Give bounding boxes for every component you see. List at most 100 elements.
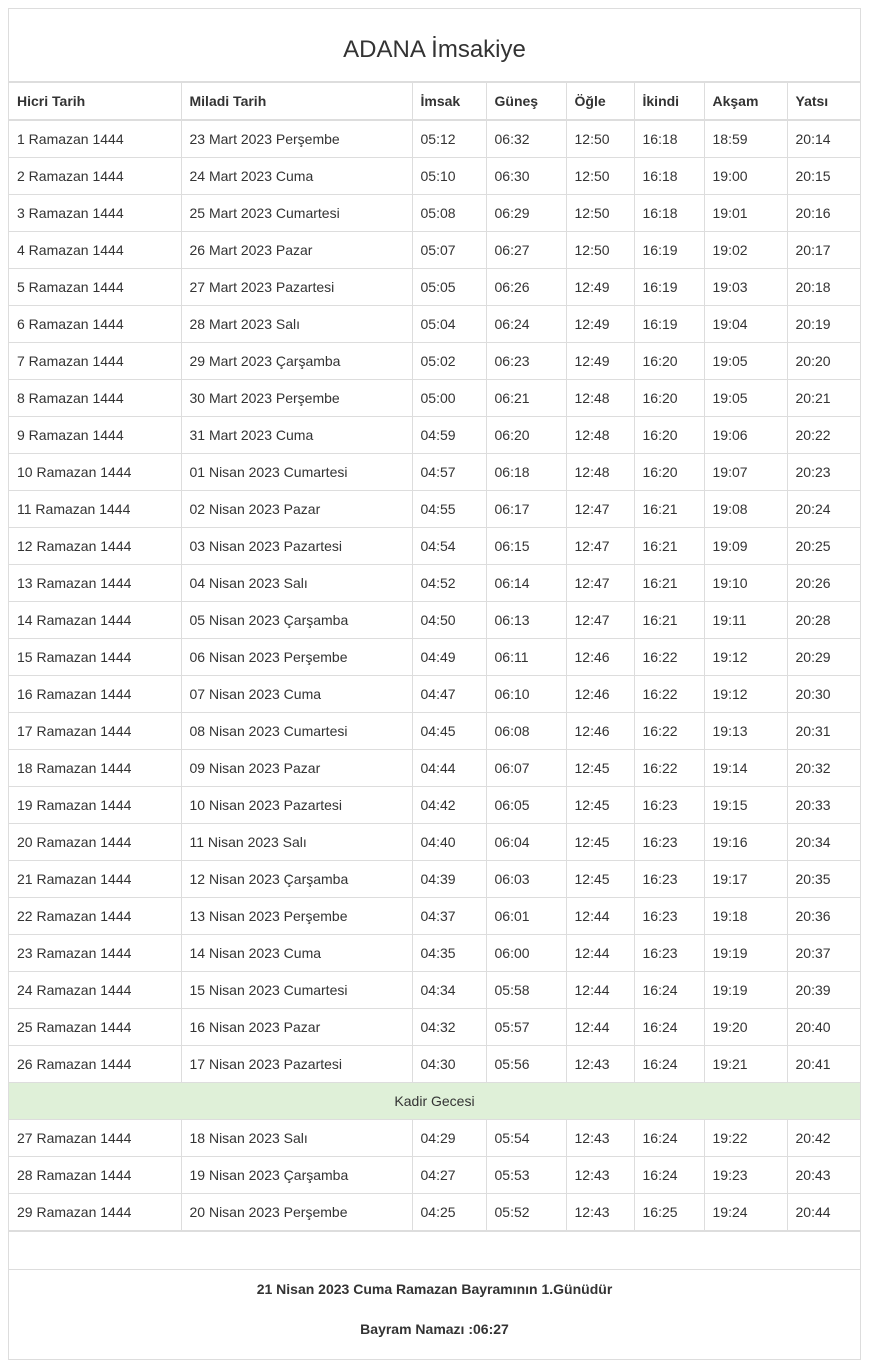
table-cell: 20:14 — [786, 119, 860, 158]
table-cell: 16:21 — [633, 564, 705, 602]
table-cell: 26 Mart 2023 Pazar — [180, 231, 413, 269]
table-cell: 19:23 — [703, 1156, 788, 1194]
table-cell: 20:41 — [786, 1045, 860, 1083]
table-cell: 12:43 — [565, 1045, 635, 1083]
table-cell: 20:30 — [786, 675, 860, 713]
table-cell: 16:24 — [633, 971, 705, 1009]
table-cell: 29 Mart 2023 Çarşamba — [180, 342, 413, 380]
table-cell: 04:52 — [411, 564, 487, 602]
table-cell: 16:19 — [633, 231, 705, 269]
table-cell: 13 Nisan 2023 Perşembe — [180, 897, 413, 935]
table-cell: 29 Ramazan 1444 — [9, 1193, 182, 1232]
table-row: 14 Ramazan 1444 05 Nisan 2023 Çarşamba 04:… — [9, 601, 860, 639]
table-cell: 16:24 — [633, 1008, 705, 1046]
table-cell: 12:45 — [565, 860, 635, 898]
table-cell: 02 Nisan 2023 Pazar — [180, 490, 413, 528]
table-cell: 04:37 — [411, 897, 487, 935]
table-cell: 06:15 — [485, 527, 567, 565]
table-cell: 20:44 — [786, 1193, 860, 1232]
table-cell: 20:31 — [786, 712, 860, 750]
table-cell: 26 Ramazan 1444 — [9, 1045, 182, 1083]
table-row: 17 Ramazan 1444 08 Nisan 2023 Cumartesi 04… — [9, 712, 860, 750]
table-cell: 05:10 — [411, 157, 487, 195]
table-row: 7 Ramazan 1444 29 Mart 2023 Çarşamba 05:02… — [9, 342, 860, 380]
table-cell: 12:47 — [565, 490, 635, 528]
table-row: 8 Ramazan 1444 30 Mart 2023 Perşembe 05:00… — [9, 379, 860, 417]
table-cell: 04 Nisan 2023 Salı — [180, 564, 413, 602]
column-header: İkindi — [633, 81, 705, 121]
table-cell: 24 Ramazan 1444 — [9, 971, 182, 1009]
table-cell: 8 Ramazan 1444 — [9, 379, 182, 417]
table-cell: 5 Ramazan 1444 — [9, 268, 182, 306]
table-cell: 13 Ramazan 1444 — [9, 564, 182, 602]
table-cell: 12:45 — [565, 749, 635, 787]
table-cell: 19:05 — [703, 342, 788, 380]
table-cell: 20:29 — [786, 638, 860, 676]
table-cell: 12:50 — [565, 119, 635, 158]
table-row: 3 Ramazan 1444 25 Mart 2023 Cumartesi 05:0… — [9, 194, 860, 232]
table-cell: 11 Ramazan 1444 — [9, 490, 182, 528]
table-cell: 23 Mart 2023 Perşembe — [180, 119, 413, 158]
table-cell: 11 Nisan 2023 Salı — [180, 823, 413, 861]
table-cell: 16:22 — [633, 675, 705, 713]
table-cell: 04:25 — [411, 1193, 487, 1232]
table-cell: 18:59 — [703, 119, 788, 158]
table-cell: 06:00 — [485, 934, 567, 972]
table-cell: 18 Ramazan 1444 — [9, 749, 182, 787]
table-cell: 17 Nisan 2023 Pazartesi — [180, 1045, 413, 1083]
table-cell: 17 Ramazan 1444 — [9, 712, 182, 750]
table-cell: 04:59 — [411, 416, 487, 454]
table-cell: 06:08 — [485, 712, 567, 750]
table-cell: 20:39 — [786, 971, 860, 1009]
table-cell: 19:24 — [703, 1193, 788, 1232]
table-header-row: Hicri Tarih Miladi Tarih İmsak Güneş Öğle İki… — [9, 81, 860, 121]
table-row: 12 Ramazan 1444 03 Nisan 2023 Pazartesi 04… — [9, 527, 860, 565]
table-cell: 16:22 — [633, 638, 705, 676]
table-cell: 20 Nisan 2023 Perşembe — [180, 1193, 413, 1232]
table-row: 5 Ramazan 1444 27 Mart 2023 Pazartesi 05:0… — [9, 268, 860, 306]
table-cell: 06:01 — [485, 897, 567, 935]
table-cell: 16:20 — [633, 453, 705, 491]
table-cell: 19:18 — [703, 897, 788, 935]
kadir-gecesi-row: Kadir Gecesi — [9, 1082, 860, 1120]
table-cell: 16 Ramazan 1444 — [9, 675, 182, 713]
table-row: 19 Ramazan 1444 10 Nisan 2023 Pazartesi 04… — [9, 786, 860, 824]
table-cell: 19:13 — [703, 712, 788, 750]
table-cell: 04:30 — [411, 1045, 487, 1083]
table-cell: 12:50 — [565, 157, 635, 195]
table-cell: 12:44 — [565, 897, 635, 935]
table-cell: 30 Mart 2023 Perşembe — [180, 379, 413, 417]
bayram-namazi: Bayram Namazı :06:27 — [360, 1321, 509, 1337]
table-cell: 12:48 — [565, 416, 635, 454]
column-header: Yatsı — [786, 81, 860, 121]
table-cell: 12:48 — [565, 379, 635, 417]
table-cell: 16:19 — [633, 305, 705, 343]
table-cell: 19:08 — [703, 490, 788, 528]
table-cell: 04:49 — [411, 638, 487, 676]
table-cell: 04:50 — [411, 601, 487, 639]
table-row: 24 Ramazan 1444 15 Nisan 2023 Cumartesi 04… — [9, 971, 860, 1009]
table-cell: 12:50 — [565, 231, 635, 269]
table-cell: 12:43 — [565, 1156, 635, 1194]
table-cell: 06:20 — [485, 416, 567, 454]
table-cell: 16:21 — [633, 490, 705, 528]
table-cell: 20:35 — [786, 860, 860, 898]
table-cell: 06:18 — [485, 453, 567, 491]
table-cell: 16:19 — [633, 268, 705, 306]
table-row: 1 Ramazan 1444 23 Mart 2023 Perşembe 05:12… — [9, 119, 860, 158]
table-row: 15 Ramazan 1444 06 Nisan 2023 Perşembe 04:… — [9, 638, 860, 676]
table-cell: 20:28 — [786, 601, 860, 639]
table-cell: 19:05 — [703, 379, 788, 417]
table-cell: 12:45 — [565, 823, 635, 861]
table-cell: 16:23 — [633, 934, 705, 972]
table-row: 26 Ramazan 1444 17 Nisan 2023 Pazartesi 04… — [9, 1045, 860, 1083]
table-cell: 20:25 — [786, 527, 860, 565]
table-cell: 19:06 — [703, 416, 788, 454]
table-cell: 20:20 — [786, 342, 860, 380]
table-cell: 04:44 — [411, 749, 487, 787]
table-cell: 06:13 — [485, 601, 567, 639]
table-cell: 06:17 — [485, 490, 567, 528]
table-cell: 04:27 — [411, 1156, 487, 1194]
table-cell: 12:49 — [565, 305, 635, 343]
table-cell: 4 Ramazan 1444 — [9, 231, 182, 269]
